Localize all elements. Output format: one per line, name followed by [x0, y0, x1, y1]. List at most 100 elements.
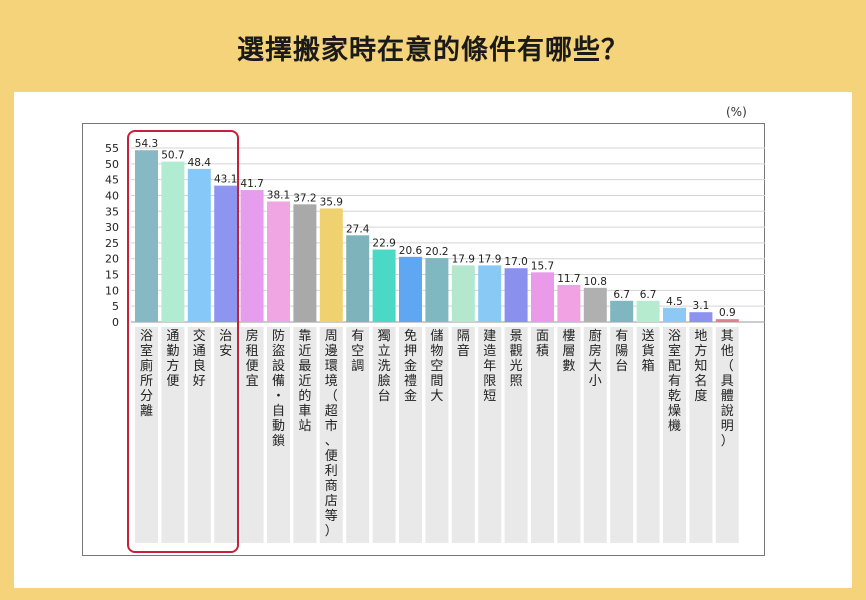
category-label-bg	[583, 327, 607, 543]
x-tick-label: 儲物空間大	[430, 329, 443, 404]
bar	[504, 268, 528, 322]
bar	[478, 265, 502, 322]
category-label-bg	[689, 327, 713, 543]
category-label-bg	[715, 327, 739, 543]
y-tick-label: 45	[105, 174, 119, 187]
bar	[372, 249, 396, 322]
unit-label: (%)	[726, 105, 747, 119]
category-label-bg	[663, 327, 686, 543]
x-tick-label: 防盜設備・自動鎖	[272, 328, 285, 449]
data-label: 35.9	[320, 196, 343, 208]
y-tick-label: 30	[105, 221, 119, 234]
x-tick-label: 地方知名度	[694, 329, 707, 404]
data-label: 17.9	[452, 253, 475, 265]
x-tick-label: 樓層數	[562, 329, 575, 374]
data-label: 27.4	[346, 223, 370, 235]
bar	[663, 307, 686, 322]
bar	[399, 256, 422, 322]
x-tick-label: 送貨箱	[642, 329, 655, 374]
category-label-bg	[346, 327, 370, 543]
bar	[267, 201, 290, 322]
category-label-bg	[214, 327, 238, 543]
y-tick-label: 5	[112, 300, 119, 313]
category-label-bg	[399, 327, 422, 543]
y-tick-label: 35	[105, 205, 119, 218]
y-tick-label: 15	[105, 269, 119, 282]
data-label: 43.1	[214, 174, 237, 186]
data-label: 48.4	[188, 157, 212, 169]
top4-highlight-box	[127, 130, 239, 553]
bar	[689, 312, 713, 322]
category-label-bg	[161, 327, 185, 543]
data-label: 22.9	[372, 238, 395, 250]
category-label-bg	[240, 327, 264, 543]
page-title: 選擇搬家時在意的條件有哪些？	[237, 35, 629, 66]
category-label-bg	[451, 327, 475, 543]
bar	[557, 284, 581, 322]
x-tick-label: 廚房大小	[589, 328, 602, 389]
category-label-bg	[267, 327, 290, 543]
x-tick-label: 獨立洗臉台	[378, 329, 391, 404]
x-tick-label: 浴室配有乾燥機	[668, 329, 681, 434]
data-label: 41.7	[240, 178, 263, 190]
bar	[214, 185, 238, 322]
category-label-bg	[293, 327, 317, 543]
data-label: 17.0	[504, 256, 527, 268]
bar	[715, 319, 739, 322]
data-label: 37.2	[293, 192, 316, 204]
y-tick-label: 10	[105, 284, 119, 297]
category-label-bg	[372, 327, 396, 543]
bar	[161, 161, 185, 322]
category-label-bg	[478, 327, 502, 543]
x-tick-label: 通勤方便	[166, 329, 179, 389]
bar	[240, 190, 264, 322]
bar	[187, 168, 211, 322]
bar	[610, 300, 634, 322]
data-label: 20.2	[425, 246, 448, 258]
y-tick-label: 25	[105, 237, 119, 250]
x-tick-label: 有空調	[351, 329, 364, 374]
bar	[425, 258, 449, 322]
y-tick-label: 20	[105, 253, 119, 266]
category-label-bg	[504, 327, 528, 543]
x-tick-label: 交通良好	[193, 328, 206, 389]
x-tick-label: 隔音	[457, 329, 470, 359]
data-label: 20.6	[399, 245, 423, 257]
bar	[293, 204, 317, 322]
category-label-bg	[187, 327, 211, 543]
category-label-bg	[319, 327, 343, 543]
category-label-bg	[135, 327, 158, 543]
data-label: 50.7	[161, 150, 184, 162]
y-tick-label: 0	[112, 316, 119, 329]
bar	[583, 287, 607, 322]
bar	[135, 150, 158, 322]
x-tick-label: 周邊環境（超市、便利商店等）	[325, 329, 338, 539]
data-label: 15.7	[531, 260, 554, 272]
y-tick-label: 55	[105, 142, 119, 155]
data-label: 17.9	[478, 253, 501, 265]
category-label-bg	[531, 327, 554, 543]
data-label: 3.1	[693, 300, 710, 312]
bar	[636, 300, 660, 322]
x-tick-label: 治安	[219, 329, 232, 359]
x-tick-label: 面積	[536, 329, 549, 359]
data-label: 0.9	[719, 307, 736, 319]
data-label: 54.3	[135, 138, 158, 150]
data-label: 6.7	[640, 289, 657, 301]
x-tick-label: 免押金禮金	[404, 329, 417, 404]
data-label: 38.1	[267, 189, 290, 201]
x-tick-label: 景觀光照	[510, 329, 523, 389]
x-tick-label: 有陽台	[615, 329, 628, 374]
x-tick-label: 房租便宜	[246, 328, 259, 389]
data-label: 4.5	[666, 296, 683, 308]
category-label-bg	[425, 327, 449, 543]
data-label: 10.8	[584, 276, 607, 288]
bar	[531, 272, 554, 322]
x-tick-label: 靠近最近的車站	[298, 329, 311, 434]
data-label: 11.7	[557, 273, 580, 285]
category-label-bg	[636, 327, 660, 543]
category-label-bg	[610, 327, 634, 543]
y-tick-label: 50	[105, 158, 119, 171]
x-tick-label: 浴室廁所分離	[140, 329, 153, 419]
